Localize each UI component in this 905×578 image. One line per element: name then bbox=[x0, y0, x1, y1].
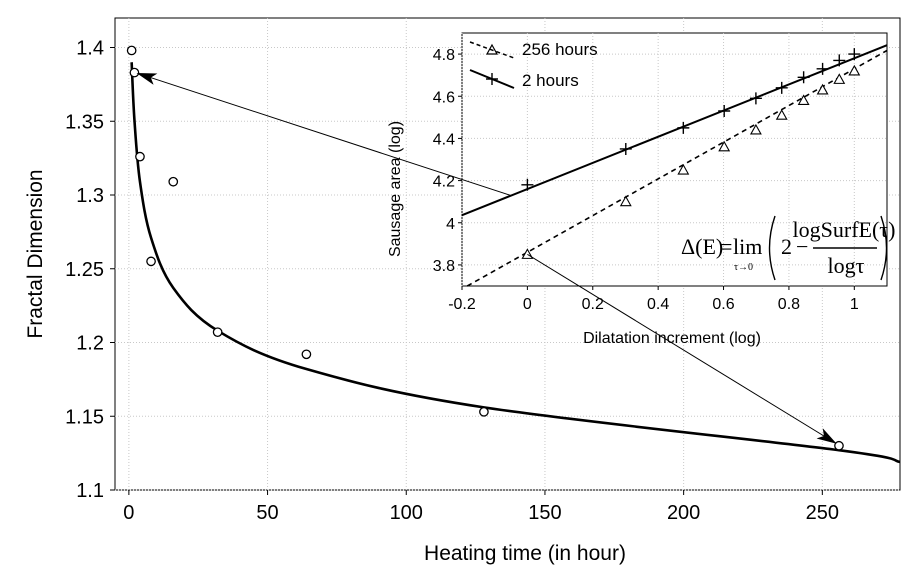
main-x-tick-label: 250 bbox=[806, 502, 839, 524]
inset-256-hours-point bbox=[833, 73, 846, 84]
inset-2-hours-point bbox=[775, 81, 788, 94]
main-y-tick-label: 1.1 bbox=[76, 480, 104, 502]
inset-y-tick-label: 4.2 bbox=[433, 174, 455, 191]
main-ticks: 0 50 100 150 200 250 1.1 1.15 1.2 1.25 1.3 1.35 1.4 bbox=[65, 38, 839, 525]
main-y-tick-label: 1.15 bbox=[65, 406, 104, 428]
inset-ticks: -0.2 0 0.2 0.4 0.6 0.8 1 3.8 4 4.2 4.4 4.6 4.8 bbox=[433, 47, 859, 313]
main-data-point bbox=[146, 256, 156, 267]
legend-2-hours-plus bbox=[486, 73, 498, 85]
formula-right-paren bbox=[880, 215, 888, 281]
inset-2-hours-point bbox=[521, 178, 534, 191]
inset-x-tick-label: 0.8 bbox=[778, 296, 800, 313]
main-y-tick-label: 1.3 bbox=[76, 185, 104, 207]
inset-2-hours-point bbox=[816, 62, 829, 75]
formula-minus: − bbox=[796, 234, 808, 259]
inset-2-hours-point bbox=[619, 142, 632, 155]
inset-x-tick-label: -0.2 bbox=[448, 296, 476, 313]
inset-256-hours-point bbox=[619, 195, 632, 207]
inset-2-hours-point bbox=[848, 48, 861, 61]
inset-y-tick-label: 4.4 bbox=[433, 131, 455, 148]
formula-denominator: logτ bbox=[828, 253, 865, 278]
main-x-tick-label: 150 bbox=[528, 502, 561, 524]
inset-2-hours-point bbox=[677, 121, 690, 134]
main-data-point bbox=[129, 67, 140, 78]
inset-256-hours-point bbox=[677, 163, 690, 175]
inset-x-tick-label: 0 bbox=[523, 296, 532, 313]
main-x-tick-label: 100 bbox=[390, 502, 423, 524]
main-data-point bbox=[168, 176, 179, 187]
inset-256-hours-point bbox=[775, 109, 788, 120]
inset-x-tick-label: 1 bbox=[850, 296, 859, 313]
inset-256-hours-point bbox=[718, 140, 731, 152]
inset-256-hours-point bbox=[797, 94, 810, 106]
inset-grid bbox=[461, 33, 887, 286]
main-data-point bbox=[479, 406, 489, 417]
inset-y-tick-label: 4.8 bbox=[433, 47, 455, 64]
legend-256-hours-label: 256 hours bbox=[522, 40, 598, 59]
main-data-point bbox=[135, 151, 145, 162]
inset-plot-area bbox=[461, 32, 888, 287]
main-y-tick-label: 1.25 bbox=[65, 259, 104, 281]
formula-numerator: logSurfE(τ) bbox=[793, 217, 896, 242]
inset-y-axis-label: Sausage area (log) bbox=[387, 121, 404, 257]
inset-points-layer bbox=[521, 48, 861, 259]
main-data-point bbox=[301, 349, 312, 360]
inset-256-hours-point bbox=[816, 83, 829, 95]
main-y-tick-label: 1.2 bbox=[76, 333, 104, 355]
main-data-point bbox=[126, 45, 137, 56]
legend-256-hours-line bbox=[469, 41, 515, 59]
annotation-arrows bbox=[136, 72, 837, 444]
formula-lim-sub: τ→0 bbox=[734, 262, 753, 273]
main-fit-curve-layer bbox=[130, 62, 901, 464]
formula-equals: = bbox=[720, 234, 732, 259]
formula-left-paren bbox=[768, 215, 776, 281]
formula-lhs: Δ(E) bbox=[681, 234, 723, 259]
main-x-tick-label: 50 bbox=[256, 502, 278, 524]
inset-legend: 256 hours 2 hours bbox=[469, 40, 598, 90]
inset-y-tick-label: 4 bbox=[446, 216, 455, 233]
main-y-axis-label: Fractal Dimension bbox=[24, 169, 47, 338]
legend-2-hours-label: 2 hours bbox=[522, 71, 579, 90]
main-fit-curve bbox=[130, 62, 901, 464]
inset-2-hours-point bbox=[718, 105, 731, 118]
main-y-tick-label: 1.4 bbox=[76, 38, 104, 60]
inset-2-hours-line bbox=[461, 44, 888, 217]
main-x-axis-label: Heating time (in hour) bbox=[424, 542, 626, 565]
inset-y-tick-label: 3.8 bbox=[433, 258, 455, 275]
formula-two: 2 bbox=[781, 234, 792, 259]
main-y-tick-label: 1.35 bbox=[65, 111, 104, 133]
main-x-tick-label: 200 bbox=[667, 502, 700, 524]
inset-256-hours-point bbox=[848, 64, 861, 76]
inset-x-tick-label: 0.2 bbox=[582, 296, 604, 313]
fractal-formula: Δ(E) = lim τ→0 2 − logSurfE(τ) logτ bbox=[681, 215, 896, 281]
main-data-point bbox=[834, 440, 844, 451]
inset-2-hours-point bbox=[797, 71, 810, 84]
arrow-2-hours bbox=[136, 72, 512, 197]
inset-y-tick-label: 4.6 bbox=[433, 89, 455, 106]
inset-fit-lines-layer bbox=[461, 44, 888, 287]
inset-256-hours-point bbox=[749, 123, 762, 135]
main-x-tick-label: 0 bbox=[123, 502, 134, 524]
inset-x-axis-label: Dilatation increment (log) bbox=[583, 330, 761, 347]
legend-256-hours-triangle bbox=[485, 43, 499, 55]
inset-2-hours-point bbox=[749, 92, 762, 105]
inset-x-tick-label: 0.6 bbox=[712, 296, 734, 313]
arrow-256-hours bbox=[527, 253, 837, 444]
inset-x-tick-label: 0.4 bbox=[647, 296, 669, 313]
main-data-point bbox=[212, 327, 223, 338]
inset-2-hours-point bbox=[833, 54, 846, 67]
formula-lim: lim bbox=[733, 234, 762, 259]
